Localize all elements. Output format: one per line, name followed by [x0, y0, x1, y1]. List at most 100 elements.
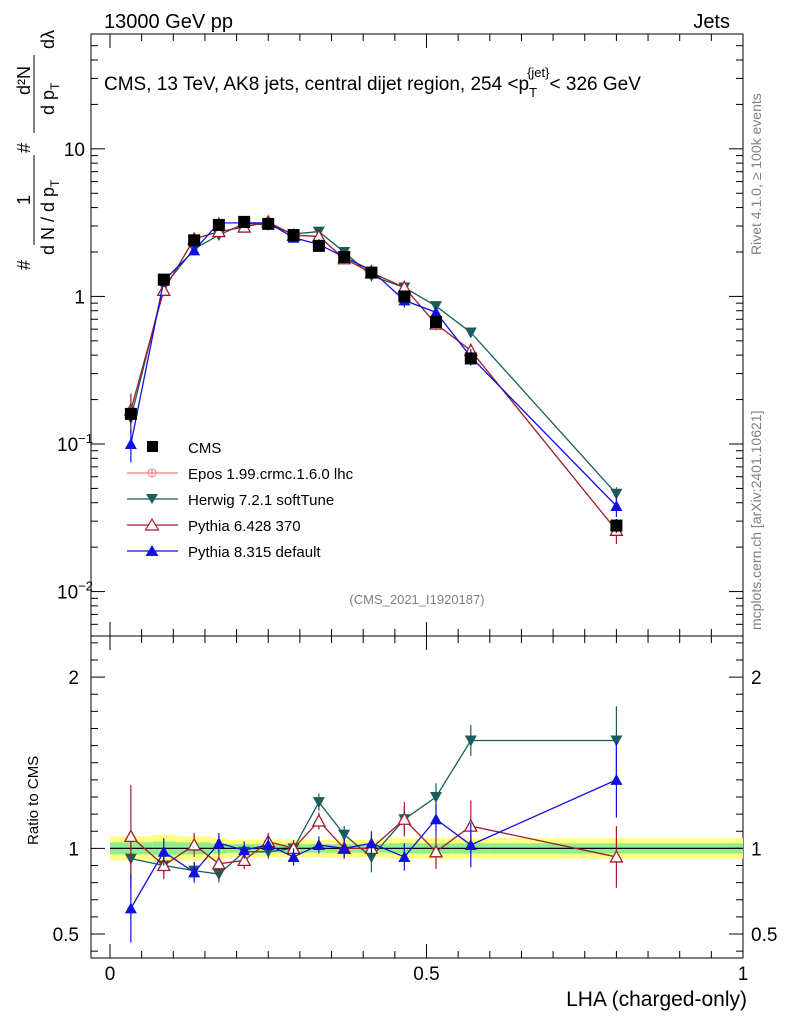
series-line-pythia-8-315-default: [130, 222, 617, 507]
legend: CMS Epos 1.99.crmc.1.6.0 lhc Herwig 7.2.…: [127, 440, 354, 561]
y-tick-label: 10−1: [57, 431, 93, 456]
legend-marker-cms: [147, 441, 158, 452]
ratio-point-pythia-8-315-default: [287, 850, 300, 862]
ratio-point-pythia-8-315-default: [365, 837, 378, 849]
data-point-cms: [188, 234, 201, 247]
rivet-label: Rivet 4.1.0, ≥ 100k events: [748, 93, 764, 255]
legend-item-cms: CMS: [147, 440, 221, 457]
x-tick-label: 0: [105, 964, 116, 985]
ratio-point-pythia-6-428-370: [311, 813, 326, 827]
legend-item-pythia6: Pythia 6.428 370: [127, 517, 301, 535]
plot-title: CMS, 13 TeV, AK8 jets, central dijet reg…: [104, 65, 641, 100]
legend-marker-pythia8: [145, 545, 159, 556]
data-point-cms: [398, 290, 411, 303]
legend-label-cms: CMS: [188, 440, 221, 457]
data-point-pythia-8-315-default: [429, 306, 442, 318]
ratio-point-herwig-7-2-1-softtune: [464, 735, 477, 747]
plot-title-sup: {jet}: [527, 65, 550, 80]
ratio-point-herwig-7-2-1-softtune: [212, 869, 225, 881]
data-point-cms: [287, 229, 300, 242]
y-tick-label: 1: [74, 287, 85, 308]
ratio-y-tick-label: 0.5: [53, 925, 79, 946]
header-left: 13000 GeV pp: [104, 11, 233, 33]
data-point-pythia-6-428-370: [211, 224, 226, 238]
data-point-cms: [610, 519, 623, 532]
ratio-point-pythia-6-428-370: [123, 829, 138, 843]
ratio-point-pythia-8-315-default: [398, 850, 411, 862]
legend-label-epos: Epos 1.99.crmc.1.6.0 lhc: [188, 466, 354, 483]
data-point-pythia-8-315-default: [188, 244, 201, 256]
data-point-cms: [365, 266, 378, 279]
watermark: (CMS_2021_I1920187): [349, 592, 484, 607]
legend-marker-pythia6: [144, 517, 160, 531]
ratio-point-pythia-6-428-370: [609, 849, 624, 863]
legend-marker-epos-cross: [148, 469, 156, 477]
y-label-numerator2: d²N: [14, 66, 34, 95]
main-plot-area: [123, 214, 624, 545]
ratio-point-pythia-6-428-370: [211, 856, 226, 870]
ratio-point-pythia-6-428-370: [187, 837, 202, 851]
mcplots-label: mcplots.cern.ch [arXiv:2401.10621]: [748, 411, 764, 630]
legend-marker-herwig: [146, 494, 158, 504]
data-point-cms: [312, 239, 325, 252]
ratio-point-pythia-8-315-default: [124, 902, 137, 914]
ratio-point-pythia-6-428-370: [237, 853, 252, 867]
ratio-line-pythia-8-315-default: [130, 779, 617, 909]
header-right: Jets: [693, 11, 730, 33]
plot-title-sub: T: [529, 85, 537, 100]
y-tick-label: 10−2: [57, 579, 93, 604]
y-label-denominator: d N / d pT: [38, 179, 62, 255]
data-point-cms: [212, 218, 225, 231]
data-point-pythia-8-315-default: [124, 437, 137, 449]
y-label-dlambda: dλ: [38, 30, 58, 49]
ratio-point-pythia-6-428-370: [397, 811, 412, 825]
ratio-line-herwig-7-2-1-softtune: [130, 739, 617, 875]
ratio-y-tick-label-right: 2: [751, 668, 762, 689]
ratio-point-pythia-8-315-default: [610, 773, 623, 785]
ratio-point-pythia-8-315-default: [464, 838, 477, 850]
plot-title-tail: < 326 GeV: [550, 74, 642, 95]
x-tick-label: 0.5: [413, 964, 439, 985]
data-point-cms: [157, 273, 170, 286]
data-point-cms: [464, 352, 477, 365]
ratio-y-tick-label: 2: [68, 668, 79, 689]
ratio-point-herwig-7-2-1-softtune: [312, 797, 325, 809]
legend-label-pythia6: Pythia 6.428 370: [188, 518, 301, 535]
legend-item-herwig: Herwig 7.2.1 softTune: [127, 492, 334, 509]
data-point-cms: [262, 217, 275, 230]
legend-label-pythia8: Pythia 8.315 default: [188, 544, 321, 561]
ratio-point-herwig-7-2-1-softtune: [610, 735, 623, 747]
ratio-panel-frame: [90, 635, 744, 959]
x-axis-label: LHA (charged-only): [566, 988, 747, 1011]
data-point-cms: [338, 250, 351, 263]
ratio-y-tick-label-right: 1: [751, 839, 762, 860]
y-label-hash: #: [14, 260, 34, 270]
ratio-point-pythia-8-315-default: [238, 844, 251, 856]
y-label-hash2: #: [14, 143, 34, 153]
data-point-pythia-8-315-default: [610, 500, 623, 512]
y-tick-label: 10: [64, 140, 85, 161]
y-axis-label: # 1 d N / d pT # d²N d pT dλ: [14, 30, 62, 270]
ratio-y-tick-label: 1: [68, 839, 79, 860]
legend-item-pythia8: Pythia 8.315 default: [127, 544, 321, 561]
y-label-denominator2: d pT: [38, 82, 62, 115]
ratio-point-pythia-6-428-370: [428, 844, 444, 858]
ratio-point-pythia-8-315-default: [338, 842, 351, 854]
ratio-y-label: Ratio to CMS: [25, 756, 42, 845]
legend-label-herwig: Herwig 7.2.1 softTune: [188, 492, 334, 509]
ratio-point-herwig-7-2-1-softtune: [429, 792, 442, 803]
ratio-point-pythia-8-315-default: [188, 866, 201, 878]
legend-item-epos: Epos 1.99.crmc.1.6.0 lhc: [127, 466, 354, 483]
ratio-point-pythia-8-315-default: [212, 837, 225, 849]
data-point-cms: [238, 215, 251, 228]
ratio-plot-area: [109, 706, 743, 943]
ratio-point-pythia-8-315-default: [262, 838, 275, 850]
data-point-cms: [429, 316, 442, 329]
ratio-point-pythia-8-315-default: [312, 838, 325, 850]
data-point-herwig-7-2-1-softtune: [610, 488, 623, 500]
x-tick-label: 1: [738, 964, 749, 985]
plot-title-main: CMS, 13 TeV, AK8 jets, central dijet reg…: [104, 74, 529, 95]
ratio-point-pythia-8-315-default: [429, 813, 442, 825]
